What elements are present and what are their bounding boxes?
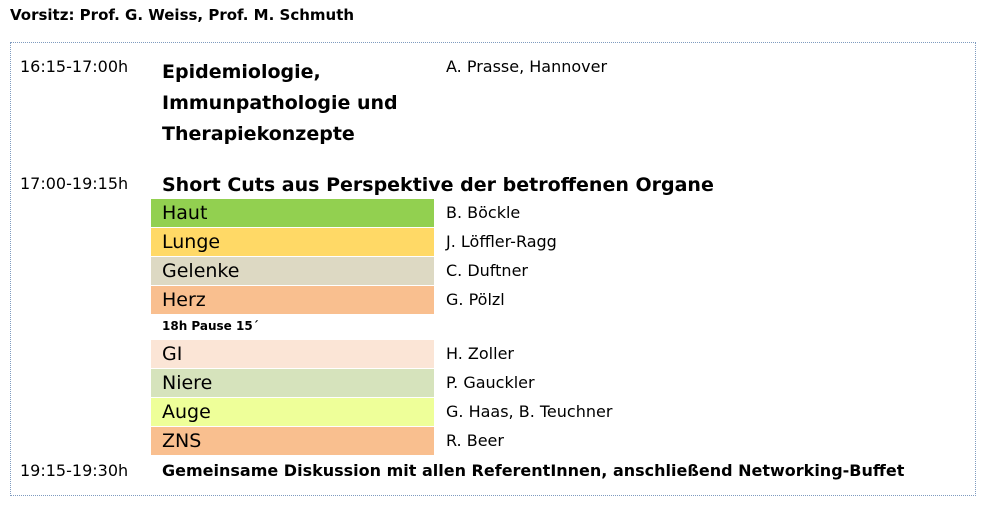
organ-niere: Niere	[151, 369, 434, 397]
pause-label: 18h Pause 15´	[162, 319, 259, 333]
organ-gelenke: Gelenke	[151, 257, 434, 285]
organ-gi: GI	[151, 340, 434, 368]
organ-lunge: Lunge	[151, 228, 434, 256]
speaker-auge: G. Haas, B. Teuchner	[446, 402, 613, 421]
organ-haut: Haut	[151, 199, 434, 227]
organ-herz: Herz	[151, 286, 434, 314]
speaker-haut: B. Böckle	[446, 203, 521, 222]
session1-time: 16:15-17:00h	[20, 57, 129, 76]
session3-title: Gemeinsame Diskussion mit allen Referent…	[162, 461, 905, 480]
session2-title: Short Cuts aus Perspektive der betroffen…	[162, 174, 714, 196]
session1-title: Epidemiologie, Immunpathologie und Thera…	[162, 61, 398, 145]
speaker-zns: R. Beer	[446, 431, 504, 450]
session3-time: 19:15-19:30h	[20, 461, 129, 480]
organ-zns: ZNS	[151, 427, 434, 455]
session1-speaker: A. Prasse, Hannover	[446, 57, 608, 76]
speaker-niere: P. Gauckler	[446, 373, 535, 392]
speaker-gelenke: C. Duftner	[446, 261, 528, 280]
chair-line: Vorsitz: Prof. G. Weiss, Prof. M. Schmut…	[10, 6, 355, 24]
organ-auge: Auge	[151, 398, 434, 426]
speaker-gi: H. Zoller	[446, 344, 514, 363]
session2-time: 17:00-19:15h	[20, 174, 129, 193]
speaker-lunge: J. Löffler-Ragg	[446, 232, 557, 251]
speaker-herz: G. Pölzl	[446, 290, 505, 309]
program-frame	[10, 42, 976, 496]
